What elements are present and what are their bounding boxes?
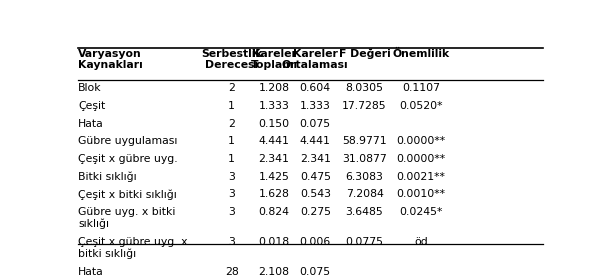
Text: Çeşit x gübre uyg. x
bitki sıklığı: Çeşit x gübre uyg. x bitki sıklığı	[78, 237, 188, 259]
Text: 2.108: 2.108	[258, 267, 290, 277]
Text: 0.475: 0.475	[300, 172, 331, 182]
Text: Çeşit x bitki sıklığı: Çeşit x bitki sıklığı	[78, 189, 177, 200]
Text: 8.0305: 8.0305	[345, 83, 384, 93]
Text: 2: 2	[228, 118, 235, 129]
Text: Kareler
Ortalaması: Kareler Ortalaması	[282, 49, 348, 70]
Text: Çeşit: Çeşit	[78, 101, 105, 111]
Text: 0.018: 0.018	[258, 237, 290, 247]
Text: 0.0000**: 0.0000**	[396, 154, 445, 164]
Text: 3: 3	[228, 189, 235, 199]
Text: 0.075: 0.075	[300, 118, 331, 129]
Text: 3: 3	[228, 237, 235, 247]
Text: Çeşit x gübre uyg.: Çeşit x gübre uyg.	[78, 154, 178, 164]
Text: 1.208: 1.208	[258, 83, 290, 93]
Text: 0.075: 0.075	[300, 267, 331, 277]
Text: Gübre uygulaması: Gübre uygulaması	[78, 136, 178, 146]
Text: 31.0877: 31.0877	[342, 154, 387, 164]
Text: F Değeri: F Değeri	[339, 49, 390, 59]
Text: Blok: Blok	[78, 83, 102, 93]
Text: 2: 2	[228, 83, 235, 93]
Text: Gübre uyg. x bitki
sıklığı: Gübre uyg. x bitki sıklığı	[78, 207, 176, 229]
Text: Varyasyon
Kaynakları: Varyasyon Kaynakları	[78, 49, 143, 70]
Text: Hata: Hata	[78, 118, 104, 129]
Text: 7.2084: 7.2084	[345, 189, 384, 199]
Text: Kareler
Toplamı: Kareler Toplamı	[250, 49, 298, 70]
Text: 2.341: 2.341	[300, 154, 331, 164]
Text: 0.604: 0.604	[300, 83, 331, 93]
Text: 0.006: 0.006	[299, 237, 331, 247]
Text: 0.0000**: 0.0000**	[396, 136, 445, 146]
Text: 4.441: 4.441	[300, 136, 331, 146]
Text: 0.0021**: 0.0021**	[396, 172, 445, 182]
Text: 1.425: 1.425	[259, 172, 290, 182]
Text: 1.333: 1.333	[300, 101, 331, 111]
Text: 1: 1	[228, 101, 235, 111]
Text: 4.441: 4.441	[259, 136, 290, 146]
Text: 28: 28	[225, 267, 239, 277]
Text: Hata: Hata	[78, 267, 104, 277]
Text: 0.0775: 0.0775	[345, 237, 384, 247]
Text: 0.1107: 0.1107	[402, 83, 440, 93]
Text: 0.150: 0.150	[258, 118, 290, 129]
Text: 1: 1	[228, 136, 235, 146]
Text: 0.0010**: 0.0010**	[396, 189, 445, 199]
Text: 0.543: 0.543	[300, 189, 331, 199]
Text: 58.9771: 58.9771	[342, 136, 387, 146]
Text: 0.0245*: 0.0245*	[399, 207, 442, 217]
Text: 1: 1	[228, 154, 235, 164]
Text: 6.3083: 6.3083	[345, 172, 384, 182]
Text: 1.628: 1.628	[259, 189, 290, 199]
Text: 2.341: 2.341	[259, 154, 290, 164]
Text: 0.0520*: 0.0520*	[399, 101, 443, 111]
Text: Serbestlik
Derecesi: Serbestlik Derecesi	[201, 49, 262, 70]
Text: 0.275: 0.275	[300, 207, 331, 217]
Text: 3.6485: 3.6485	[345, 207, 384, 217]
Text: 17.7285: 17.7285	[342, 101, 387, 111]
Text: 3: 3	[228, 172, 235, 182]
Text: öd: öd	[414, 237, 428, 247]
Text: Önemlilik: Önemlilik	[392, 49, 450, 59]
Text: 3: 3	[228, 207, 235, 217]
Text: Bitki sıklığı: Bitki sıklığı	[78, 172, 137, 182]
Text: 1.333: 1.333	[259, 101, 290, 111]
Text: 0.824: 0.824	[258, 207, 290, 217]
